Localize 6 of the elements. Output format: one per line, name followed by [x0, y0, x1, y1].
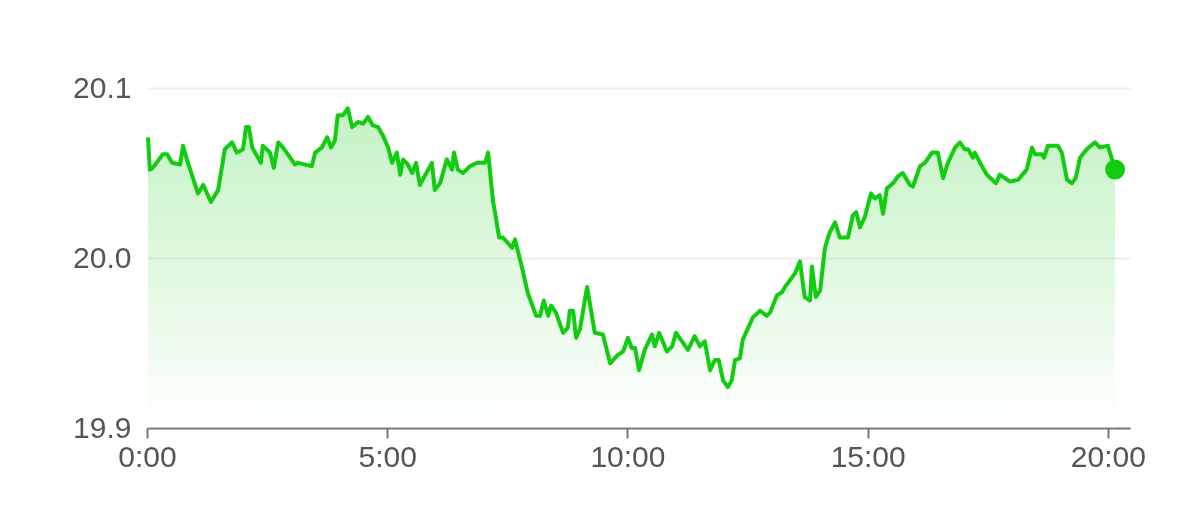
y-tick-label: 20.1: [73, 70, 132, 104]
x-tick-label: 5:00: [358, 439, 417, 473]
x-tick-label: 20:00: [1070, 439, 1146, 473]
y-tick-label: 20.0: [73, 240, 132, 274]
x-tick-label: 15:00: [830, 439, 906, 473]
x-tick-label: 10:00: [590, 439, 666, 473]
